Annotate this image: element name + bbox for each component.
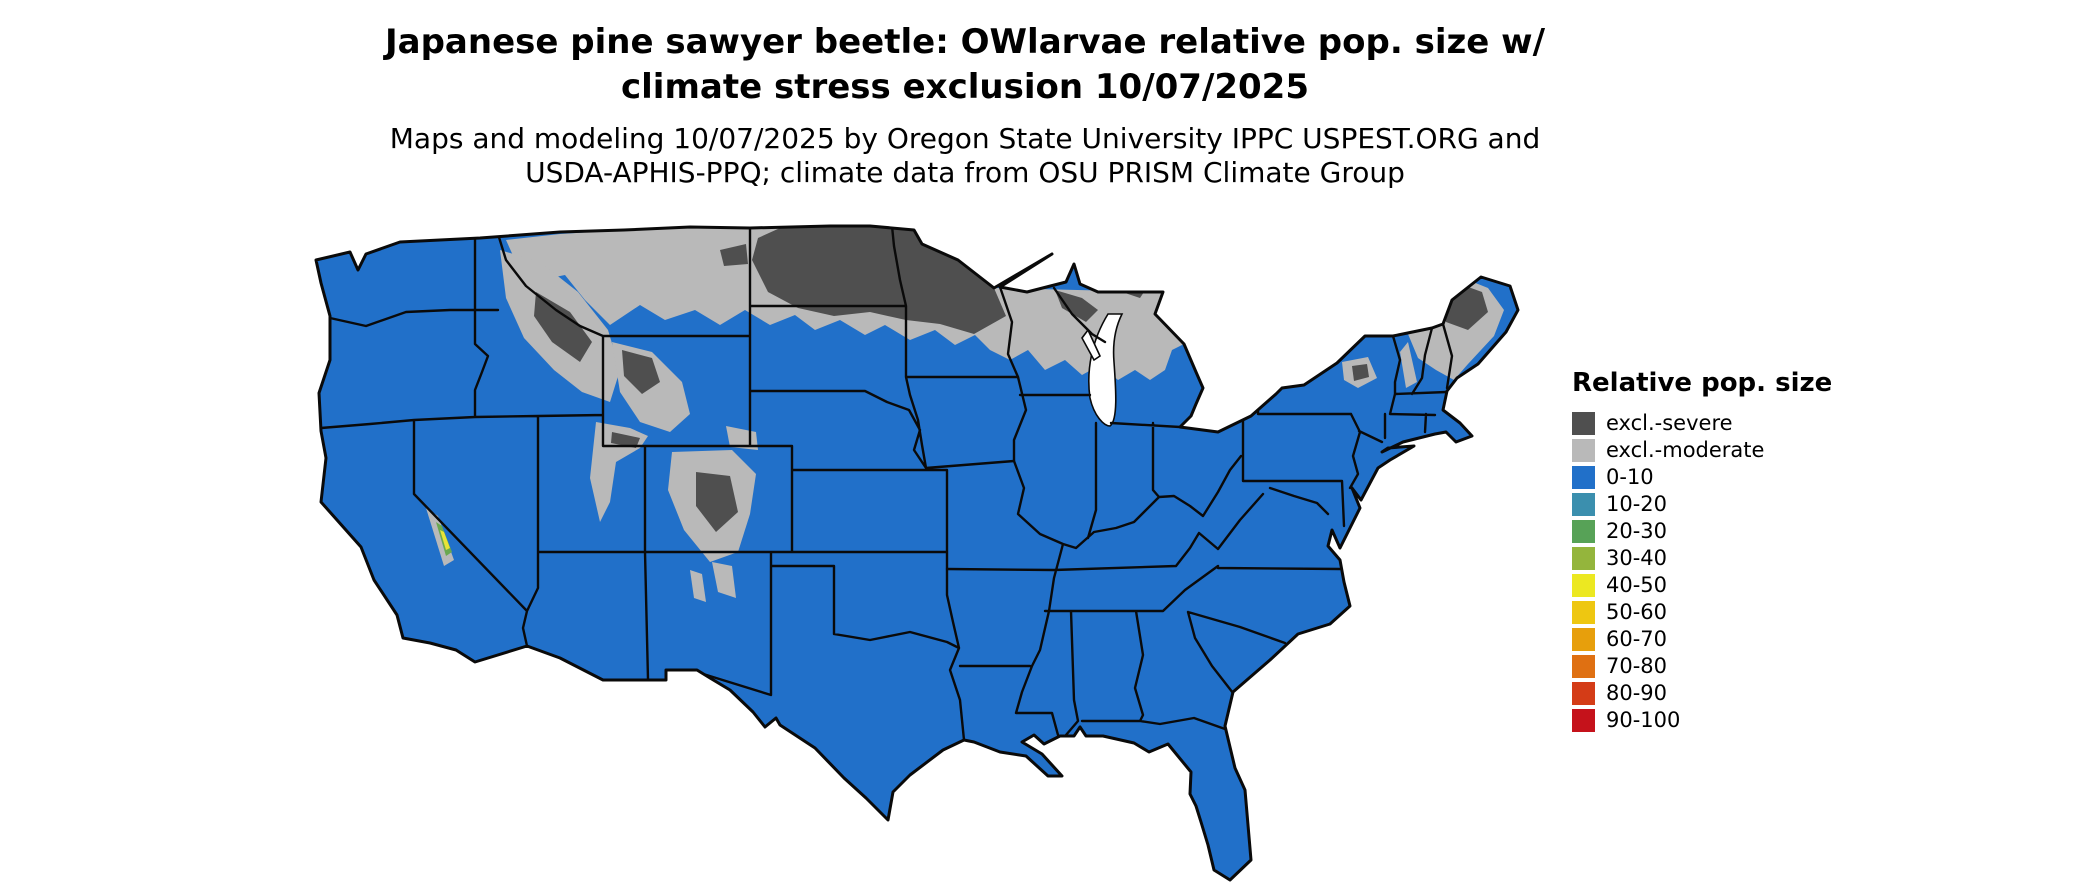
legend-swatch (1572, 547, 1595, 570)
legend-label: 70-80 (1606, 654, 1668, 678)
page-title: Japanese pine sawyer beetle: OWlarvae re… (160, 20, 1770, 110)
title-line-1: Japanese pine sawyer beetle: OWlarvae re… (384, 22, 1545, 62)
legend-item: 80-90 (1572, 680, 1832, 707)
legend-swatch (1572, 628, 1595, 651)
legend-item: 60-70 (1572, 626, 1832, 653)
state-borders (321, 226, 1452, 740)
legend-label: 90-100 (1606, 708, 1681, 732)
map-attribution: Maps and modeling 10/07/2025 by Oregon S… (160, 122, 1770, 190)
legend-swatch (1572, 520, 1595, 543)
legend-label: excl.-severe (1606, 411, 1733, 435)
legend-item: 20-30 (1572, 518, 1832, 545)
us-map-svg (310, 218, 1550, 890)
legend-swatch (1572, 466, 1595, 489)
legend-swatch (1572, 439, 1595, 462)
legend-swatch (1572, 709, 1595, 732)
legend-swatch (1572, 655, 1595, 678)
legend-label: 20-30 (1606, 519, 1668, 543)
legend-item: 70-80 (1572, 653, 1832, 680)
legend-title: Relative pop. size (1572, 368, 1833, 398)
legend-swatch (1572, 682, 1595, 705)
legend-item: 30-40 (1572, 545, 1832, 572)
legend-item: excl.-severe (1572, 410, 1832, 437)
legend-item: 90-100 (1572, 707, 1832, 734)
legend-label: 60-70 (1606, 627, 1668, 651)
legend-swatch (1572, 574, 1595, 597)
legend-item: 10-20 (1572, 491, 1832, 518)
legend-label: 30-40 (1606, 546, 1668, 570)
sierra-streak-yellow (440, 530, 450, 550)
legend-label: 0-10 (1606, 465, 1654, 489)
us-outline (316, 226, 1518, 880)
legend-label: 80-90 (1606, 681, 1668, 705)
legend-item: 50-60 (1572, 599, 1832, 626)
lake-michigan (1082, 314, 1122, 426)
title-line-2: climate stress exclusion 10/07/2025 (620, 66, 1309, 107)
legend-label: 10-20 (1606, 492, 1668, 516)
legend-label: excl.-moderate (1606, 438, 1765, 462)
legend-item: excl.-moderate (1572, 437, 1832, 464)
map-legend: Relative pop. size excl.-severe excl.-mod… (1572, 368, 1832, 734)
legend-label: 40-50 (1606, 573, 1668, 597)
legend-swatch (1572, 493, 1595, 516)
subtitle-line-1: Maps and modeling 10/07/2025 by Oregon S… (389, 122, 1541, 155)
legend-swatch (1572, 601, 1595, 624)
legend-item: 0-10 (1572, 464, 1832, 491)
legend-item: 40-50 (1572, 572, 1832, 599)
subtitle-line-2: USDA-APHIS-PPQ; climate data from OSU PR… (525, 156, 1405, 190)
legend-swatch (1572, 412, 1595, 435)
us-map (310, 218, 1550, 890)
legend-label: 50-60 (1606, 600, 1668, 624)
legend-rows: excl.-severe excl.-moderate 0-10 10-20 20-30… (1572, 410, 1832, 734)
